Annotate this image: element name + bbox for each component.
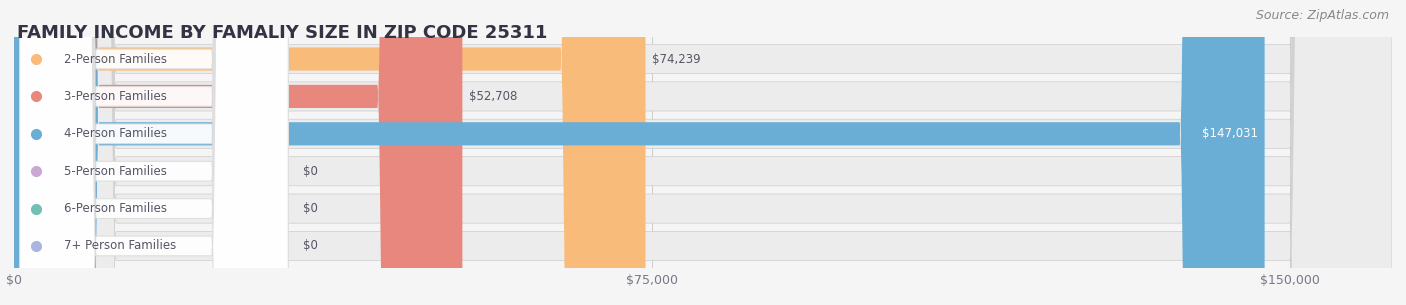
FancyBboxPatch shape (14, 0, 1392, 305)
Text: 2-Person Families: 2-Person Families (63, 52, 167, 66)
Text: $0: $0 (304, 165, 318, 178)
FancyBboxPatch shape (20, 0, 288, 305)
Text: FAMILY INCOME BY FAMALIY SIZE IN ZIP CODE 25311: FAMILY INCOME BY FAMALIY SIZE IN ZIP COD… (17, 24, 547, 42)
FancyBboxPatch shape (20, 0, 288, 305)
FancyBboxPatch shape (14, 0, 1392, 305)
FancyBboxPatch shape (20, 0, 288, 305)
Text: $52,708: $52,708 (470, 90, 517, 103)
FancyBboxPatch shape (20, 0, 288, 305)
Text: 6-Person Families: 6-Person Families (63, 202, 167, 215)
FancyBboxPatch shape (14, 0, 1392, 305)
Text: 5-Person Families: 5-Person Families (63, 165, 166, 178)
FancyBboxPatch shape (14, 0, 463, 305)
Text: 3-Person Families: 3-Person Families (63, 90, 166, 103)
FancyBboxPatch shape (20, 0, 288, 305)
Text: 4-Person Families: 4-Person Families (63, 127, 167, 140)
FancyBboxPatch shape (20, 0, 288, 305)
Text: $147,031: $147,031 (1202, 127, 1258, 140)
Text: 7+ Person Families: 7+ Person Families (63, 239, 176, 253)
FancyBboxPatch shape (14, 0, 1264, 305)
FancyBboxPatch shape (14, 0, 645, 305)
Text: $0: $0 (304, 239, 318, 253)
FancyBboxPatch shape (14, 0, 1392, 305)
Text: Source: ZipAtlas.com: Source: ZipAtlas.com (1256, 9, 1389, 22)
Text: $0: $0 (304, 202, 318, 215)
FancyBboxPatch shape (14, 0, 1392, 305)
FancyBboxPatch shape (14, 0, 1392, 305)
Text: $74,239: $74,239 (652, 52, 702, 66)
